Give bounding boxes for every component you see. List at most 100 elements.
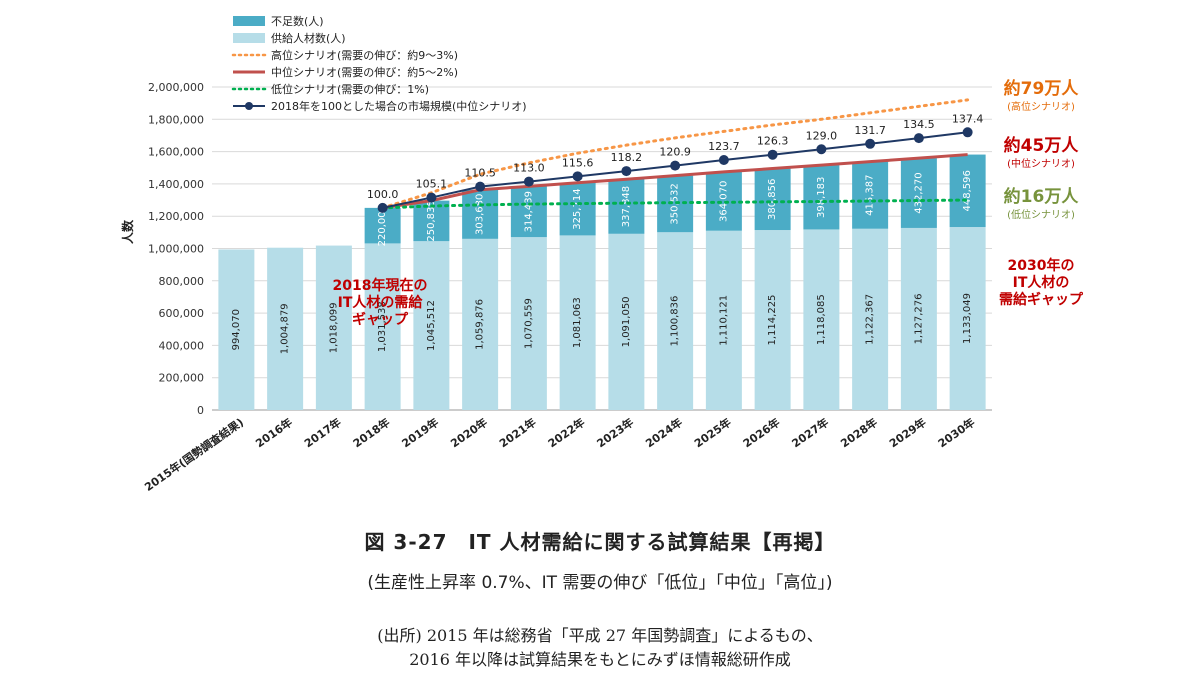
- market-index-label: 105.1: [416, 178, 448, 191]
- market-index-label: 118.2: [611, 151, 643, 164]
- legend-label: 中位シナリオ(需要の伸び：約5～2%): [271, 65, 458, 79]
- legend-label: 高位シナリオ(需要の伸び：約9～3%): [271, 48, 458, 62]
- market-index-marker: [767, 149, 778, 160]
- x-axis-tick-labels: 2015年(国勢調査結果) 2016年 2017年 2018年 2019年 2020年 20…: [142, 415, 978, 494]
- market-index-label: 113.0: [513, 162, 545, 175]
- shortage-bar: [510, 186, 547, 238]
- x-tick-label: 2017年: [301, 415, 343, 450]
- x-tick-label: 2022年: [545, 415, 587, 450]
- it-talent-chart: 0 200,000 400,000 600,000 800,000 1,000,000 1,…: [120, 15, 1084, 494]
- shortage-value-label: 220,000: [377, 205, 388, 246]
- shortage-value-label: 314,439: [523, 191, 534, 232]
- market-index-marker: [475, 181, 486, 192]
- market-index-marker: [913, 133, 924, 144]
- supply-bar: [267, 247, 304, 410]
- y-tick-label: 1,000,000: [148, 243, 204, 256]
- y-tick-label: 1,800,000: [148, 113, 204, 126]
- y-tick-label: 0: [197, 404, 204, 417]
- legend-label: 不足数(人): [271, 15, 324, 28]
- figure-source-line-1: (出所) 2015 年は総務省「平成 27 年国勢調査」によるもの、: [377, 626, 823, 645]
- market-index-marker: [523, 176, 534, 187]
- supply-bar: [705, 230, 742, 410]
- market-index-marker: [426, 192, 437, 203]
- supply-value-label: 1,127,276: [913, 294, 924, 345]
- shortage-value-label: 398,183: [816, 177, 827, 218]
- supply-bar: [754, 230, 791, 410]
- shortage-value-label: 303,680: [475, 194, 486, 235]
- supply-bar: [949, 227, 986, 410]
- x-tick-label: 2027年: [789, 415, 831, 450]
- shortage-value-label: 448,596: [962, 170, 973, 211]
- market-index-marker: [962, 127, 973, 138]
- shortage-value-label: 380,856: [767, 179, 778, 220]
- legend: 不足数(人) 供給人材数(人) 高位シナリオ(需要の伸び：約9～3%) 中位シナリオ(…: [231, 15, 527, 113]
- supply-bar: [364, 243, 401, 410]
- gap-2030-label: IT人材の: [1013, 274, 1070, 291]
- x-tick-label: 2028年: [838, 415, 880, 450]
- figure-subtitle: (生産性上昇率 0.7%、IT 需要の伸び「低位」「中位」「高位」): [367, 573, 833, 593]
- y-tick-label: 800,000: [159, 275, 205, 288]
- shortage-bar: [462, 189, 499, 239]
- shortage-bar: [559, 182, 596, 236]
- figure-title: 図 3-27 IT 人材需給に関する試算結果【再掲】: [364, 530, 836, 554]
- market-index-marker: [670, 160, 681, 171]
- supply-bar: [900, 227, 937, 410]
- y-tick-label: 1,200,000: [148, 210, 204, 223]
- supply-value-label: 1,031,538: [377, 301, 388, 352]
- supply-bar: [462, 238, 499, 410]
- supply-bar: [852, 228, 889, 410]
- y-tick-label: 1,600,000: [148, 146, 204, 159]
- shortage-bar: [608, 179, 645, 234]
- market-index-marker: [572, 171, 583, 182]
- legend-swatch: [233, 16, 265, 26]
- gap-2018-label: ギャップ: [352, 311, 409, 328]
- shortage-value-label: 415,387: [865, 175, 876, 216]
- shortage-bar: [900, 158, 937, 228]
- supply-value-label: 1,070,559: [523, 298, 534, 349]
- y-tick-label: 1,400,000: [148, 178, 204, 191]
- supply-value-label: 1,133,049: [962, 293, 973, 344]
- market-index-marker: [816, 144, 827, 155]
- supply-value-label: 1,081,063: [572, 297, 583, 348]
- supply-value-label: 1,100,836: [670, 296, 681, 347]
- shortage-value-label: 364,070: [718, 181, 729, 222]
- supply-bar: [608, 233, 645, 410]
- gap-2030-label: 2030年の: [1008, 257, 1075, 274]
- mid-gap-note: (中位シナリオ): [1007, 157, 1075, 170]
- low-gap-note: (低位シナリオ): [1007, 208, 1075, 221]
- legend-swatch: [233, 33, 265, 43]
- mid-gap-value: 約45万人: [1004, 135, 1080, 156]
- y-axis-tick-labels: 0 200,000 400,000 600,000 800,000 1,000,000 1,…: [148, 81, 204, 417]
- figure-source-line-2: 2016 年以降は試算結果をもとにみずほ情報総研作成: [409, 650, 791, 669]
- supply-value-label: 1,122,367: [865, 294, 876, 345]
- x-tick-label: 2026年: [740, 415, 782, 450]
- market-index-marker: [621, 166, 632, 177]
- market-index-label: 137.4: [952, 112, 984, 125]
- supply-bar: [510, 237, 547, 410]
- x-tick-label: 2021年: [496, 415, 538, 450]
- market-index-label: 110.5: [464, 167, 496, 180]
- high-gap-note: (高位シナリオ): [1007, 100, 1075, 113]
- shortage-bar: [852, 161, 889, 229]
- market-index-marker: [377, 202, 388, 213]
- shortage-value-label: 350,532: [670, 183, 681, 224]
- market-index-marker: [865, 138, 876, 149]
- x-tick-label: 2025年: [691, 415, 733, 450]
- scenario-lines: 100.0 105.1 110.5 113.0 115.6 118.2 120.9 123.7…: [367, 98, 984, 213]
- gap-2018-label: 2018年現在の: [333, 277, 428, 294]
- market-index-label: 100.0: [367, 188, 399, 201]
- market-index-marker: [718, 154, 729, 165]
- legend-label: 2018年を100とした場合の市場規模(中位シナリオ): [271, 99, 527, 113]
- supply-bar: [657, 232, 694, 410]
- shortage-value-label: 432,270: [913, 172, 924, 213]
- y-tick-label: 600,000: [159, 307, 205, 320]
- supply-bar: [218, 249, 255, 410]
- shortage-bar: [803, 165, 840, 230]
- low-scenario-line: [381, 198, 970, 210]
- supply-bar: [559, 235, 596, 410]
- market-index-label: 126.3: [757, 135, 789, 148]
- x-tick-label: 2018年: [350, 415, 392, 450]
- supply-value-label: 1,091,050: [621, 296, 632, 347]
- low-gap-value: 約16万人: [1004, 186, 1080, 207]
- x-tick-label: 2024年: [643, 415, 685, 450]
